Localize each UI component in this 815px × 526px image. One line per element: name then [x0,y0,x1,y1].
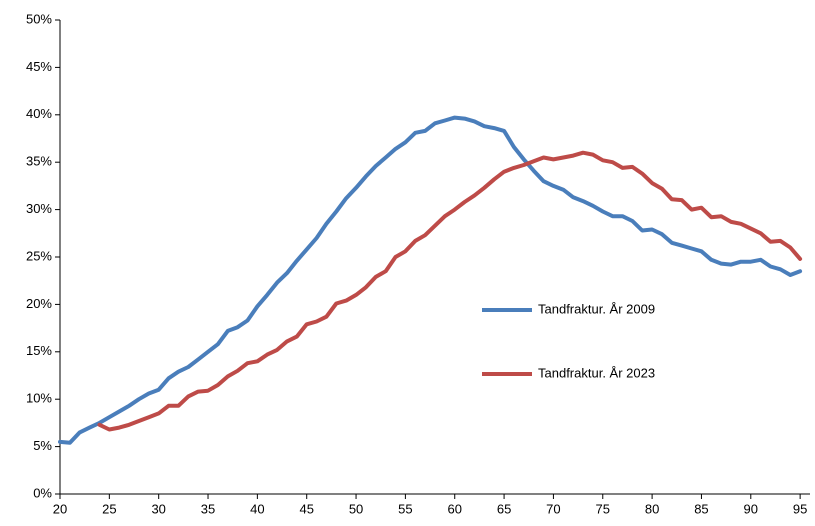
x-tick-label: 50 [349,501,363,516]
legend-label: Tandfraktur. År 2023 [538,365,655,380]
x-tick-label: 20 [53,501,67,516]
x-tick-label: 80 [645,501,659,516]
x-tick-label: 55 [398,501,412,516]
x-tick-label: 65 [497,501,511,516]
y-tick-label: 10% [26,391,52,406]
y-tick-label: 45% [26,59,52,74]
x-tick-label: 95 [793,501,807,516]
y-tick-label: 40% [26,106,52,121]
x-tick-label: 85 [694,501,708,516]
x-tick-label: 40 [250,501,264,516]
y-tick-label: 30% [26,201,52,216]
line-series [97,150,803,432]
y-tick-label: 5% [33,438,52,453]
y-tick-label: 0% [33,485,52,500]
y-tick-label: 25% [26,248,52,263]
y-tick-label: 15% [26,343,52,358]
x-tick-label: 90 [744,501,758,516]
y-tick-label: 20% [26,296,52,311]
x-tick-label: 45 [299,501,313,516]
y-tick-label: 50% [26,11,52,26]
x-tick-label: 30 [151,501,165,516]
x-tick-label: 60 [448,501,462,516]
x-tick-label: 70 [546,501,560,516]
line-series [58,115,803,445]
y-tick-label: 35% [26,154,52,169]
x-tick-label: 25 [102,501,116,516]
x-tick-label: 35 [201,501,215,516]
legend-label: Tandfraktur. År 2009 [538,301,655,316]
x-tick-label: 75 [596,501,610,516]
